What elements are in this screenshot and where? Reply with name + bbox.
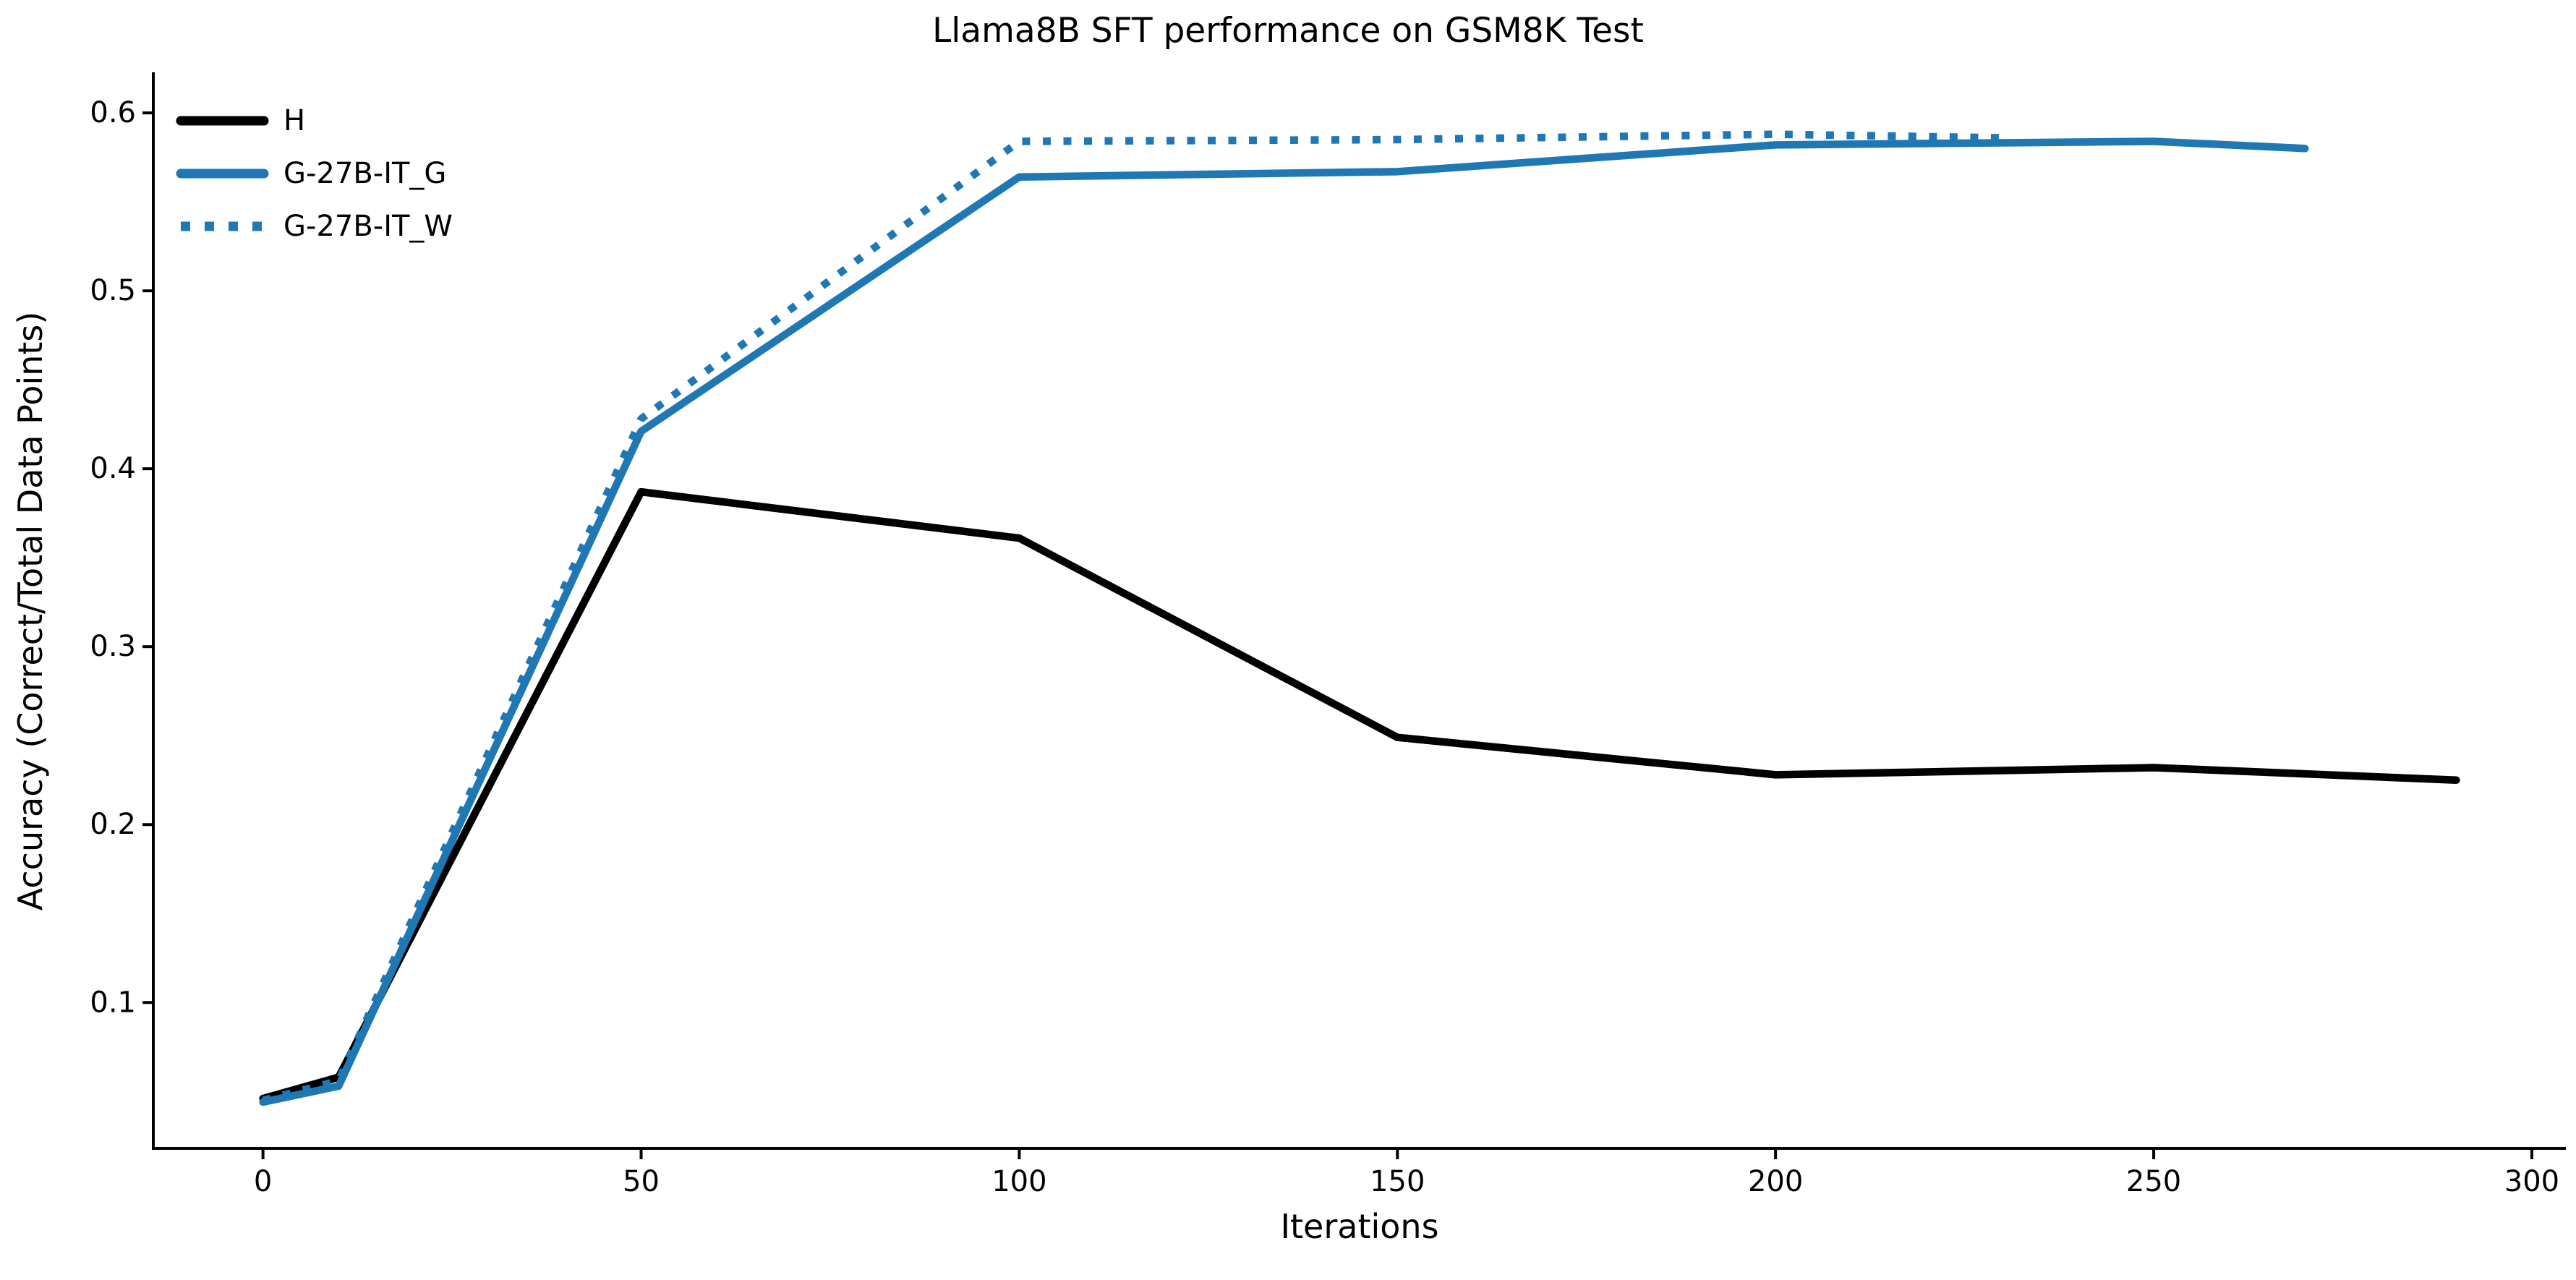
- x-tick-label: 200: [1748, 1165, 1803, 1198]
- axes-spines: [152, 72, 2566, 1150]
- y-tick-label: 0.2: [90, 808, 136, 841]
- legend-label: G-27B-IT_G: [283, 157, 446, 190]
- x-tick-label: 50: [623, 1165, 660, 1198]
- y-tick-label: 0.4: [90, 452, 136, 485]
- x-axis-ticks: 0 50 100 150 200 250 300: [254, 1148, 2559, 1198]
- legend: H G-27B-IT_G G-27B-IT_W: [176, 104, 453, 243]
- x-tick-label: 150: [1370, 1165, 1425, 1198]
- y-tick-label: 0.3: [90, 630, 136, 663]
- legend-label: H: [283, 104, 305, 137]
- legend-label: G-27B-IT_W: [283, 210, 453, 243]
- y-axis-ticks: 0.1 0.2 0.3 0.4 0.5 0.6: [90, 96, 153, 1019]
- x-tick-label: 0: [254, 1165, 272, 1198]
- data-series: [259, 130, 2460, 1106]
- y-tick-label: 0.6: [90, 96, 136, 129]
- y-tick-label: 0.5: [90, 274, 136, 307]
- x-tick-label: 300: [2504, 1165, 2559, 1198]
- chart-title: Llama8B SFT performance on GSM8K Test: [932, 11, 1644, 51]
- series-line-G-27B-IT_G: [259, 137, 2309, 1106]
- x-tick-label: 250: [2126, 1165, 2181, 1198]
- x-tick-label: 100: [991, 1165, 1046, 1198]
- x-axis-label: Iterations: [1280, 1207, 1438, 1246]
- series-line-G-27B-IT_W: [262, 130, 2003, 1104]
- series-line-H: [259, 487, 2460, 1103]
- y-axis-label: Accuracy (Correct/Total Data Points): [11, 312, 50, 911]
- y-tick-label: 0.1: [90, 986, 136, 1019]
